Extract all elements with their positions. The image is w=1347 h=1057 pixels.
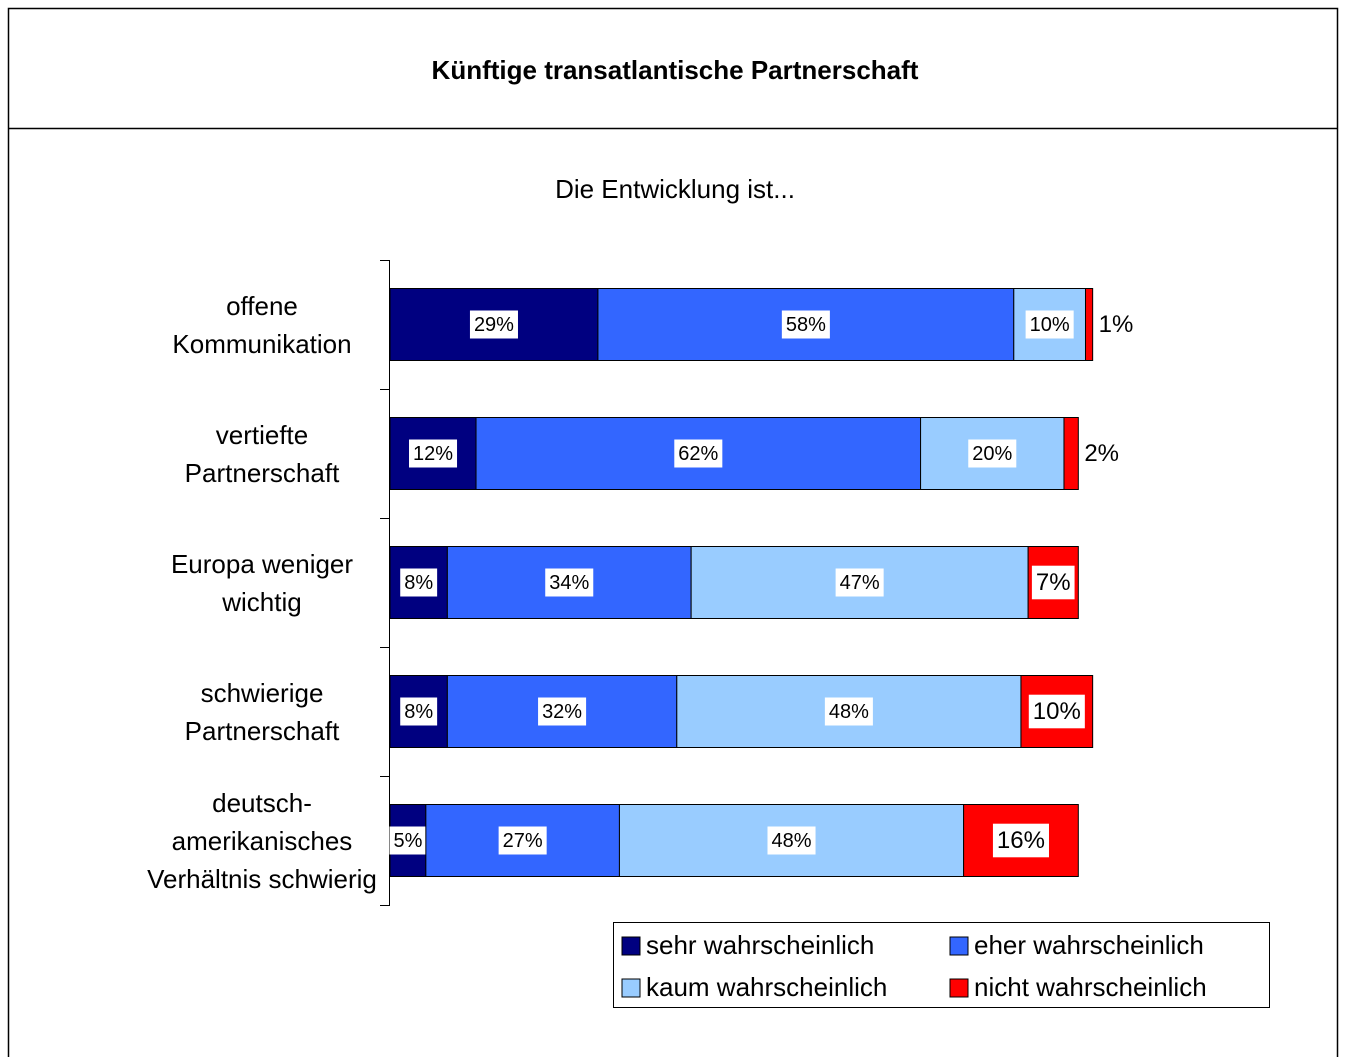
y-tick-label: Europa weniger wichtig (170, 548, 354, 617)
data-label-bg (674, 439, 723, 468)
data-label-bg (409, 439, 458, 468)
legend-box (613, 922, 1270, 1008)
data-label-bg (1031, 565, 1075, 600)
frame (7, 7, 1339, 1057)
data-label: 27% (503, 830, 543, 852)
data-label-bg (400, 568, 438, 597)
data-label-bg (469, 310, 518, 339)
legend-label: nicht wahrscheinlich (974, 972, 1207, 1002)
data-label: 62% (678, 443, 718, 465)
chart-subtitle: Die Entwicklung ist... (555, 174, 795, 204)
data-label-bg (1025, 310, 1074, 339)
data-label: 10% (1033, 698, 1081, 725)
data-label: 48% (772, 830, 812, 852)
chart-title: Künftige transatlantische Partnerschaft (432, 55, 919, 85)
y-tick-label: offene Kommunikation (172, 290, 352, 359)
legend-swatch (621, 978, 641, 998)
legend-label: sehr wahrscheinlich (646, 930, 874, 960)
bar-segment (1084, 288, 1094, 361)
data-label: 58% (786, 314, 826, 336)
y-tick-label: deutsch- amerikanisches Verhältnis schwi… (147, 787, 377, 894)
data-label: 29% (474, 314, 514, 336)
data-label: 5% (393, 830, 422, 852)
data-label: 34% (549, 572, 589, 594)
data-label: 2% (1084, 440, 1119, 467)
legend-label: kaum wahrscheinlich (646, 972, 887, 1002)
data-label-bg (767, 826, 816, 855)
data-label: 20% (972, 443, 1012, 465)
data-label: 48% (829, 701, 869, 723)
data-label-bg (992, 823, 1049, 858)
data-label: 12% (413, 443, 453, 465)
data-label: 10% (1030, 314, 1070, 336)
data-label-bg (824, 697, 873, 726)
data-label: 8% (404, 572, 433, 594)
legend-swatch (949, 936, 969, 956)
data-label-bg (498, 826, 547, 855)
bar-segment (1063, 417, 1079, 490)
data-label-bg (781, 310, 830, 339)
data-label: 8% (404, 701, 433, 723)
data-label: 7% (1036, 569, 1071, 596)
data-label-bg (1028, 694, 1085, 729)
data-label-bg (389, 826, 427, 855)
data-label: 47% (840, 572, 880, 594)
data-label: 16% (997, 827, 1045, 854)
data-label-bg (545, 568, 594, 597)
data-label-bg (835, 568, 884, 597)
data-label-bg (968, 439, 1017, 468)
data-label: 1% (1099, 311, 1134, 338)
data-label-bg (1095, 307, 1139, 342)
data-label-bg (1081, 436, 1125, 471)
legend-swatch (621, 936, 641, 956)
data-label: 32% (542, 701, 582, 723)
data-label-bg (538, 697, 587, 726)
y-tick-label: schwierige Partnerschaft (184, 677, 340, 746)
data-label-bg (400, 697, 438, 726)
y-tick-label: vertiefte Partnerschaft (184, 419, 340, 488)
legend-swatch (949, 978, 969, 998)
legend-label: eher wahrscheinlich (974, 930, 1204, 960)
